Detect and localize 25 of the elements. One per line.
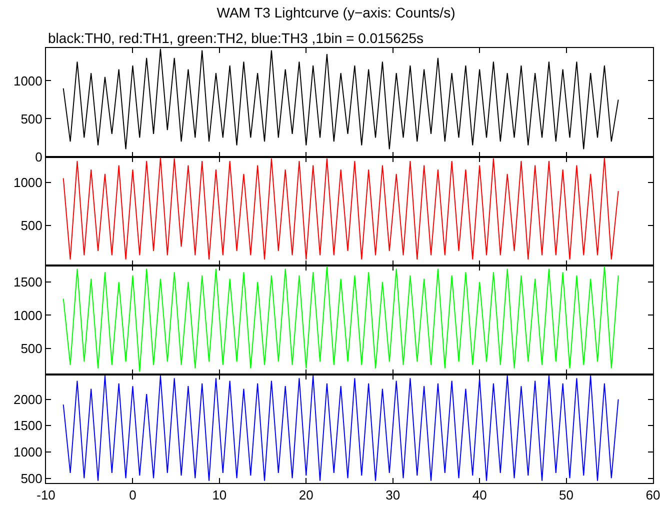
y-tick-label: 1000 <box>13 444 42 460</box>
y-tick-label: 2000 <box>13 392 42 407</box>
x-tick-label: 20 <box>298 488 314 503</box>
y-tick-label: 1000 <box>13 73 42 88</box>
y-tick-label: 0 <box>35 149 42 164</box>
x-tick-label: 40 <box>472 488 487 503</box>
x-tick-label: -10 <box>36 488 56 503</box>
y-tick-label: 500 <box>20 340 42 356</box>
y-tick-label: 1000 <box>13 174 42 190</box>
line-series <box>62 375 619 482</box>
y-tick-label: 1000 <box>13 308 42 323</box>
line-series <box>62 157 619 260</box>
y-tick-label: 500 <box>20 218 42 233</box>
y-tick-label: 500 <box>20 470 42 486</box>
x-tick-label: 0 <box>129 488 136 503</box>
chart-title: WAM T3 Lightcurve (y−axis: Counts/s) <box>216 4 456 21</box>
line-series <box>62 266 619 372</box>
y-tick-label: 500 <box>20 111 42 126</box>
chart-subtitle: black:TH0, red:TH1, green:TH2, blue:TH3 ,1bin = 0.015625s <box>48 30 424 46</box>
x-tick-label: 50 <box>559 488 574 503</box>
y-tick-label: 1500 <box>13 418 42 434</box>
x-tick-label: 10 <box>212 488 227 503</box>
x-tick-label: 60 <box>646 488 660 503</box>
y-tick-label: 1500 <box>13 274 42 290</box>
x-tick-label: 30 <box>386 488 400 503</box>
